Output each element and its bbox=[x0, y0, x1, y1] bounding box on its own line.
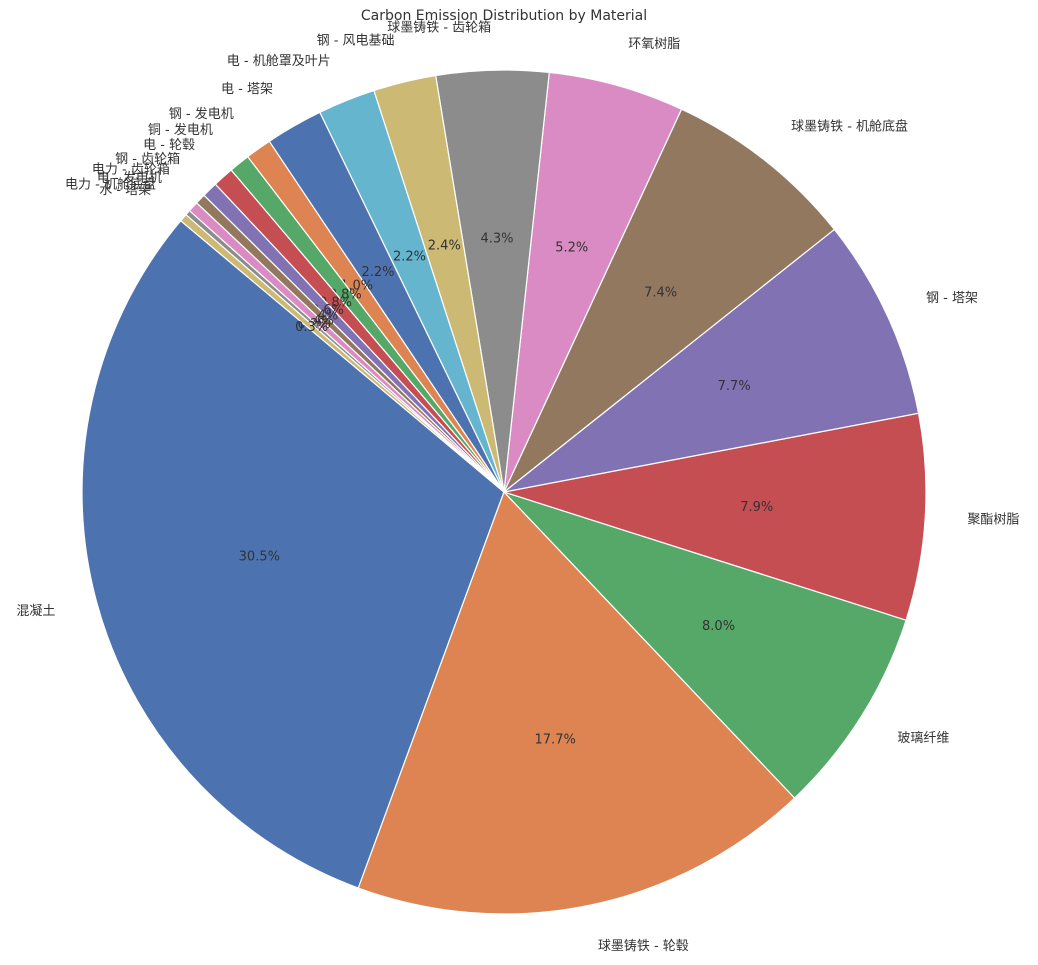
slice-label: 钢 - 发电机 bbox=[169, 106, 234, 122]
slice-label: 电 - 塔架 bbox=[221, 82, 273, 97]
slice-label: 铜 - 发电机 bbox=[148, 122, 213, 138]
slice-label: 玻璃纤维 bbox=[897, 731, 949, 746]
slice-label: 电 - 发电机 bbox=[97, 170, 162, 186]
chart-title: Carbon Emission Distribution by Material bbox=[361, 8, 647, 24]
slice-label: 钢 - 塔架 bbox=[926, 291, 978, 306]
slice-label: 混凝土 bbox=[16, 603, 55, 619]
slice-label: 球墨铸铁 - 轮毂 bbox=[598, 938, 689, 954]
percent-label: 8.0% bbox=[702, 619, 735, 634]
pie-slice bbox=[503, 412, 927, 621]
percent-label: 2.2% bbox=[393, 250, 426, 265]
slice-label: 电 - 轮毂 bbox=[143, 138, 195, 153]
pie-slice bbox=[503, 71, 683, 493]
percent-label: 7.7% bbox=[718, 379, 751, 394]
slice-label: 电 - 机舱罩及叶片 bbox=[227, 54, 331, 69]
percent-label: 7.4% bbox=[644, 286, 677, 301]
slice-label: 环氧树脂 bbox=[628, 37, 680, 52]
pie-slice bbox=[503, 491, 907, 799]
slice-label: 聚酯树脂 bbox=[967, 513, 1019, 528]
slice-label: 球墨铸铁 - 齿轮箱 bbox=[387, 19, 491, 35]
percent-label: 5.2% bbox=[555, 241, 588, 256]
percent-label: 17.7% bbox=[535, 732, 576, 747]
pie-slice bbox=[357, 490, 796, 915]
slice-label: 水 - 塔架 bbox=[99, 183, 151, 198]
percent-label: 2.4% bbox=[428, 238, 461, 253]
pie-slice bbox=[81, 219, 505, 889]
slice-label: 钢 - 齿轮箱 bbox=[115, 151, 180, 167]
slice-label: 钢 - 风电基础 bbox=[317, 33, 395, 48]
pie-slice bbox=[503, 228, 920, 493]
percent-label: 2.2% bbox=[361, 265, 394, 280]
percent-label: 4.3% bbox=[481, 231, 514, 246]
percent-label: 30.5% bbox=[239, 550, 280, 565]
percent-label: 7.9% bbox=[740, 500, 773, 515]
pie-slice bbox=[503, 108, 836, 493]
pie-slice bbox=[179, 213, 505, 493]
slice-label: 球墨铸铁 - 机舱底盘 bbox=[791, 119, 908, 135]
percent-label: 0.3% bbox=[295, 320, 328, 335]
slice-label: 电力 - 机舱底盘 bbox=[65, 176, 156, 192]
slice-label: 电力 - 齿轮箱 bbox=[92, 161, 170, 177]
